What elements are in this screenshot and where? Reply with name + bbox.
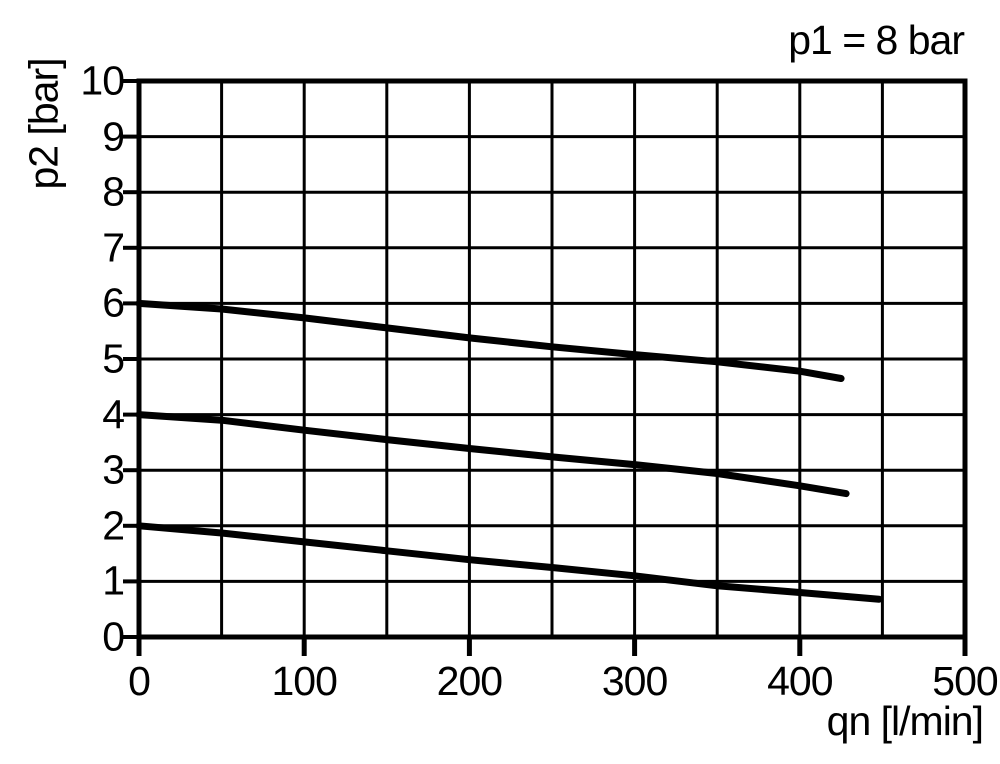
y-axis-label: p2 [bar]	[20, 58, 67, 190]
y-tick-label-1: 1	[102, 557, 125, 604]
curve-set-pressure-6-bar	[135, 299, 845, 382]
curve-set-pressure-2-bar	[135, 522, 883, 603]
x-tick-label-300: 300	[601, 658, 668, 704]
y-tick-label-9: 9	[102, 113, 125, 160]
y-tick-label-0: 0	[102, 613, 125, 660]
y-tick-label-5: 5	[102, 335, 125, 382]
chart-title: p1 = 8 bar	[788, 17, 965, 63]
x-axis-label: qn [l/min]	[826, 698, 984, 744]
x-tick-label-0: 0	[128, 658, 151, 704]
x-tick-label-200: 200	[436, 658, 503, 704]
y-tick-label-6: 6	[102, 279, 125, 326]
x-tick-label-400: 400	[767, 658, 833, 704]
y-tick-label-3: 3	[102, 446, 125, 493]
y-tick-label-2: 2	[102, 502, 125, 549]
y-tick-label-7: 7	[102, 224, 125, 271]
curve-set-pressure-4-bar	[135, 411, 850, 498]
y-tick-label-4: 4	[102, 391, 125, 438]
y-tick-label-10: 10	[80, 57, 125, 104]
x-tick-label-100: 100	[271, 658, 337, 704]
y-tick-label-8: 8	[102, 168, 125, 215]
x-tick-label-500: 500	[932, 658, 998, 704]
